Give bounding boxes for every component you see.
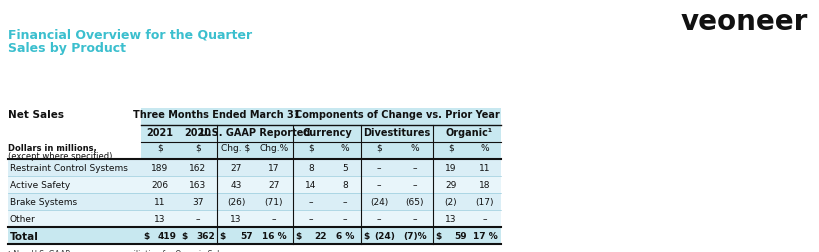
Text: 8: 8 — [308, 164, 314, 173]
Text: 206: 206 — [152, 181, 169, 190]
Text: 17 %: 17 % — [472, 232, 497, 241]
Text: 43: 43 — [230, 181, 242, 190]
Text: 362: 362 — [196, 232, 215, 241]
Text: %: % — [340, 144, 349, 153]
Text: $: $ — [219, 232, 225, 241]
Text: Total: Total — [10, 232, 38, 241]
Text: $: $ — [157, 144, 163, 153]
Text: Three Months Ended March 31: Three Months Ended March 31 — [133, 110, 301, 120]
Text: 6 %: 6 % — [336, 232, 354, 241]
Text: 29: 29 — [445, 181, 456, 190]
Text: 11: 11 — [154, 198, 165, 207]
Text: –: – — [309, 215, 313, 224]
Text: $: $ — [376, 144, 382, 153]
Text: (7)%: (7)% — [403, 232, 427, 241]
Text: –: – — [376, 164, 381, 173]
Bar — [8, 193, 500, 210]
Text: ¹ Non-U.S. GAAP measure reconciliation for Organic Sales: ¹ Non-U.S. GAAP measure reconciliation f… — [8, 250, 228, 252]
Text: 27: 27 — [268, 181, 279, 190]
Text: –: – — [342, 215, 346, 224]
Text: $: $ — [308, 144, 314, 153]
Text: –: – — [412, 215, 417, 224]
Text: 13: 13 — [445, 215, 456, 224]
Text: –: – — [482, 215, 486, 224]
Text: (17): (17) — [475, 198, 494, 207]
Text: (except where specified): (except where specified) — [8, 152, 112, 161]
Text: 5: 5 — [342, 164, 347, 173]
Text: 22: 22 — [314, 232, 327, 241]
Bar — [8, 227, 500, 244]
Text: Chg. $: Chg. $ — [221, 144, 251, 153]
Text: 163: 163 — [189, 181, 206, 190]
Text: veoneer: veoneer — [680, 8, 807, 36]
Text: 14: 14 — [305, 181, 316, 190]
Text: 2020: 2020 — [184, 128, 211, 138]
Text: Brake Systems: Brake Systems — [10, 198, 77, 207]
Text: 59: 59 — [454, 232, 467, 241]
Text: Organic¹: Organic¹ — [445, 128, 492, 138]
Text: Active Safety: Active Safety — [10, 181, 70, 190]
Text: –: – — [309, 198, 313, 207]
Text: $: $ — [363, 232, 369, 241]
Text: –: – — [412, 181, 417, 190]
Text: 16 %: 16 % — [261, 232, 286, 241]
Text: –: – — [342, 198, 346, 207]
Text: –: – — [376, 181, 381, 190]
Text: 13: 13 — [154, 215, 165, 224]
Text: Sales by Product: Sales by Product — [8, 42, 126, 55]
Text: (24): (24) — [373, 232, 395, 241]
Text: $: $ — [447, 144, 454, 153]
Text: $: $ — [143, 232, 149, 241]
Text: %: % — [410, 144, 419, 153]
Text: 18: 18 — [478, 181, 490, 190]
Text: 8: 8 — [342, 181, 347, 190]
Text: Restraint Control Systems: Restraint Control Systems — [10, 164, 128, 173]
Text: 419: 419 — [158, 232, 177, 241]
Text: (26): (26) — [227, 198, 245, 207]
Text: $: $ — [434, 232, 441, 241]
Bar — [8, 176, 500, 193]
Text: 17: 17 — [268, 164, 279, 173]
Text: (65): (65) — [405, 198, 423, 207]
Bar — [8, 159, 500, 176]
Bar — [8, 210, 500, 227]
Text: $: $ — [295, 232, 301, 241]
Text: Dollars in millions,: Dollars in millions, — [8, 144, 97, 153]
Text: –: – — [196, 215, 200, 224]
Text: Financial Overview for the Quarter: Financial Overview for the Quarter — [8, 28, 251, 41]
Text: 19: 19 — [445, 164, 456, 173]
Text: %: % — [480, 144, 489, 153]
Text: Chg.%: Chg.% — [259, 144, 288, 153]
Text: 162: 162 — [189, 164, 206, 173]
Text: 189: 189 — [152, 164, 169, 173]
Text: Currency: Currency — [301, 128, 351, 138]
Text: 11: 11 — [478, 164, 490, 173]
Text: 2021: 2021 — [147, 128, 174, 138]
Text: 57: 57 — [240, 232, 253, 241]
Text: Net Sales: Net Sales — [8, 110, 64, 120]
Text: 27: 27 — [230, 164, 242, 173]
Text: –: – — [412, 164, 417, 173]
Text: $: $ — [181, 232, 187, 241]
Text: –: – — [271, 215, 276, 224]
Text: (71): (71) — [265, 198, 283, 207]
Bar — [141, 108, 500, 159]
Text: $: $ — [195, 144, 201, 153]
Text: (24): (24) — [369, 198, 387, 207]
Text: 13: 13 — [230, 215, 242, 224]
Text: Other: Other — [10, 215, 36, 224]
Text: 37: 37 — [192, 198, 203, 207]
Text: Divestitures: Divestitures — [363, 128, 430, 138]
Text: U.S. GAAP Reported: U.S. GAAP Reported — [200, 128, 310, 138]
Text: Components of Change vs. Prior Year: Components of Change vs. Prior Year — [294, 110, 499, 120]
Text: –: – — [376, 215, 381, 224]
Text: (2): (2) — [444, 198, 457, 207]
